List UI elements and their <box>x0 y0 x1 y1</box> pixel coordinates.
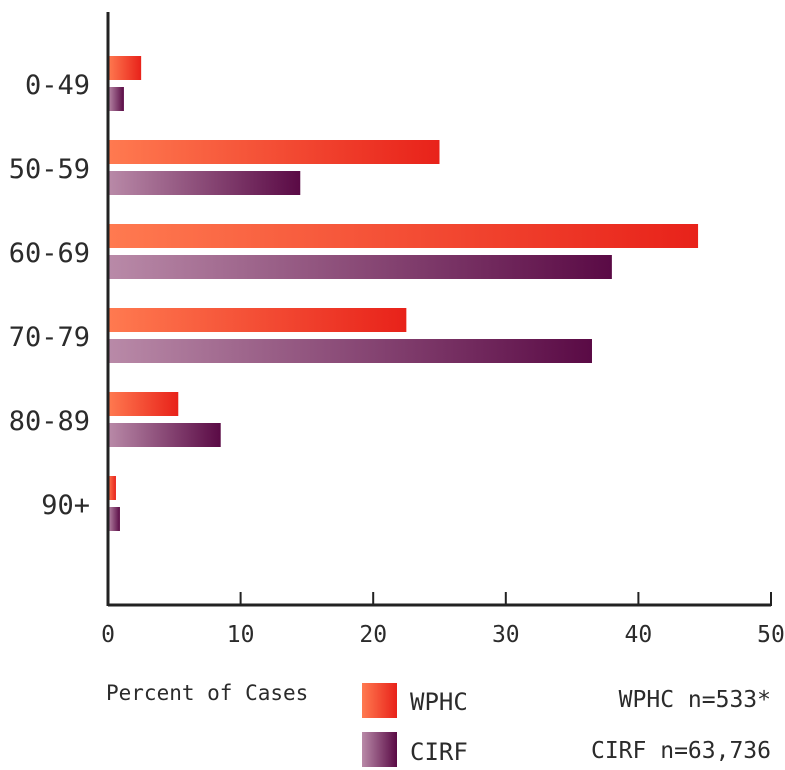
legend-label-cirf: CIRF <box>410 738 468 766</box>
bar-wphc-90plus <box>108 476 116 500</box>
bar-cirf-50-59 <box>108 171 301 195</box>
legend-swatch-cirf <box>362 732 397 767</box>
x-tick-label: 20 <box>359 622 387 648</box>
bar-wphc-60-69 <box>108 224 699 248</box>
x-axis-label: Percent of Cases <box>106 681 308 705</box>
category-label: 90+ <box>41 490 90 521</box>
legend-swatch-wphc <box>362 683 397 718</box>
bar-cirf-70-79 <box>108 339 592 363</box>
bar-cirf-80-89 <box>108 423 221 447</box>
bar-wphc-50-59 <box>108 140 440 164</box>
bar-cirf-90plus <box>108 507 120 531</box>
bars-group <box>108 56 699 531</box>
bar-cirf-60-69 <box>108 255 612 279</box>
x-tick-label: 40 <box>625 622 653 648</box>
x-tick-label: 0 <box>101 622 115 648</box>
cirf-sample-size: CIRF n=63,736 <box>591 738 771 764</box>
bar-cirf-0-49 <box>108 87 124 111</box>
bar-wphc-70-79 <box>108 308 407 332</box>
category-label: 50-59 <box>9 154 90 185</box>
category-label: 80-89 <box>9 406 90 437</box>
bar-wphc-0-49 <box>108 56 142 80</box>
category-labels: 0-49 50-59 60-69 70-79 80-89 90+ <box>9 70 90 521</box>
category-label: 60-69 <box>9 238 90 269</box>
category-label: 0-49 <box>25 70 90 101</box>
x-tick-label: 10 <box>227 622 255 648</box>
x-tick-label: 50 <box>757 622 785 648</box>
legend: WPHC CIRF <box>362 683 468 767</box>
legend-label-wphc: WPHC <box>410 688 468 716</box>
category-label: 70-79 <box>9 322 90 353</box>
wphc-sample-size: WPHC n=533* <box>619 687 771 713</box>
x-tick-label: 30 <box>492 622 520 648</box>
bar-wphc-80-89 <box>108 392 179 416</box>
x-ticks: 0 10 20 30 40 50 <box>101 592 785 648</box>
